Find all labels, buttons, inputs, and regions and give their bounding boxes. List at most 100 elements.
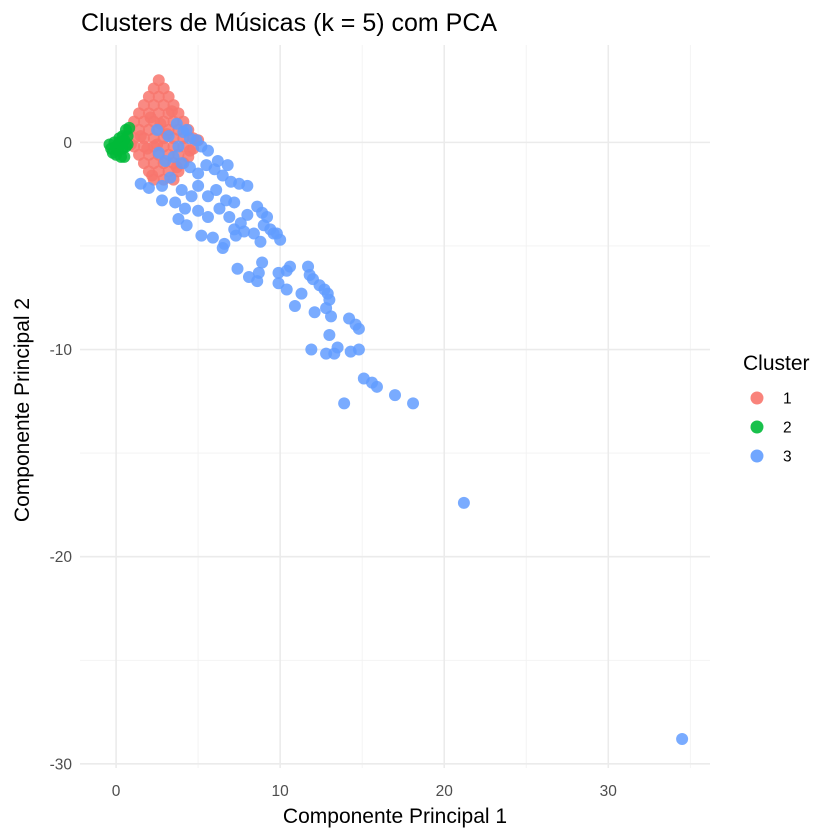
data-point <box>156 179 169 192</box>
legend-item-2: 2 <box>750 420 792 437</box>
data-point <box>141 142 154 155</box>
data-point <box>338 397 351 410</box>
data-point <box>457 496 470 509</box>
data-point <box>162 130 175 143</box>
data-point <box>254 235 267 248</box>
data-point <box>325 310 338 323</box>
data-point <box>228 196 241 209</box>
data-point <box>370 380 383 393</box>
data-point <box>295 287 308 300</box>
data-point <box>211 155 224 168</box>
data-point <box>169 196 182 209</box>
data-point <box>185 190 198 203</box>
legend-title: Cluster <box>743 352 810 375</box>
data-point <box>223 210 236 223</box>
data-point <box>288 300 301 313</box>
data-point <box>228 223 241 236</box>
x-tick-label: 10 <box>272 783 290 800</box>
data-point <box>152 146 165 159</box>
chart-title: Clusters de Músicas (k = 5) com PCA <box>81 9 497 37</box>
data-point <box>241 179 254 192</box>
data-point <box>192 179 205 192</box>
data-points <box>103 74 689 745</box>
data-point <box>272 277 285 290</box>
series-3-points <box>134 117 689 745</box>
y-axis-ticks: 0 -10 -20 -30 <box>50 135 73 773</box>
legend-label: 3 <box>783 449 792 466</box>
data-point <box>216 169 229 182</box>
data-point <box>172 140 185 153</box>
data-point <box>195 229 208 242</box>
data-point <box>165 105 178 118</box>
y-tick-label: 0 <box>63 135 72 152</box>
data-point <box>305 343 318 356</box>
data-point <box>676 732 689 745</box>
legend: Cluster 1 2 3 <box>743 352 810 466</box>
data-point <box>142 181 155 194</box>
data-point <box>201 210 214 223</box>
data-point <box>170 117 183 130</box>
data-point <box>238 225 251 238</box>
data-point <box>247 227 260 240</box>
data-point <box>121 138 134 151</box>
data-point <box>172 213 185 226</box>
x-tick-label: 20 <box>436 783 454 800</box>
data-point <box>352 343 365 356</box>
data-point <box>241 208 254 221</box>
data-point <box>201 190 214 203</box>
data-point <box>151 123 164 136</box>
legend-label: 1 <box>783 391 792 408</box>
data-point <box>407 397 420 410</box>
y-axis-title: Componente Principal 2 <box>11 298 34 522</box>
data-point <box>192 204 205 217</box>
data-point <box>180 123 193 136</box>
data-point <box>144 111 157 124</box>
data-point <box>251 275 264 288</box>
data-point <box>179 202 191 215</box>
data-point <box>156 194 169 207</box>
x-axis-ticks: 0 10 20 30 <box>112 783 617 800</box>
data-point <box>164 171 177 184</box>
data-point <box>323 329 336 342</box>
data-point <box>123 121 136 134</box>
data-point <box>206 231 219 244</box>
data-point <box>183 144 196 157</box>
legend-item-3: 3 <box>750 449 792 466</box>
x-tick-label: 30 <box>600 783 618 800</box>
data-point <box>201 144 214 157</box>
data-point <box>280 283 293 296</box>
data-point <box>320 347 333 360</box>
legend-key <box>750 449 764 463</box>
data-point <box>134 130 147 143</box>
data-point <box>389 389 401 402</box>
data-point <box>352 322 365 335</box>
data-point <box>267 227 280 240</box>
data-point <box>213 202 226 215</box>
data-point <box>331 341 344 354</box>
y-tick-label: -10 <box>50 342 73 359</box>
data-point <box>118 150 131 163</box>
x-tick-label: 0 <box>112 783 121 800</box>
data-point <box>280 264 293 277</box>
legend-items: 1 2 3 <box>750 391 792 466</box>
data-point <box>175 184 188 197</box>
legend-label: 2 <box>783 420 792 437</box>
y-tick-label: -30 <box>50 756 73 773</box>
data-point <box>210 184 223 197</box>
data-point <box>192 167 205 180</box>
data-point <box>256 256 269 269</box>
y-tick-label: -20 <box>50 549 73 566</box>
series-2-points <box>103 121 136 163</box>
data-point <box>221 159 234 172</box>
data-point <box>231 262 244 275</box>
legend-key <box>750 391 764 405</box>
data-point <box>167 150 180 163</box>
data-point <box>183 161 196 174</box>
data-point <box>108 136 121 149</box>
data-point <box>146 169 159 182</box>
legend-key <box>750 420 764 434</box>
legend-item-1: 1 <box>750 391 792 408</box>
data-point <box>216 242 229 255</box>
x-axis-title: Componente Principal 1 <box>283 805 507 828</box>
